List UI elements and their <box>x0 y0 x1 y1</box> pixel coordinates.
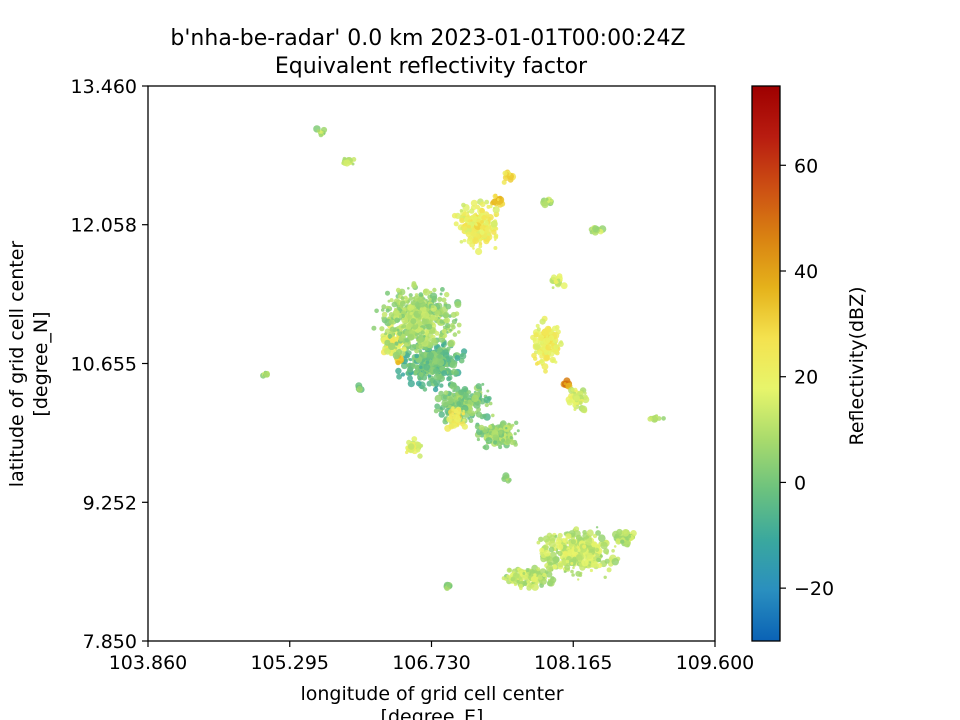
radar-echo-cell <box>588 225 607 236</box>
y-tick-label: 7.850 <box>83 631 137 653</box>
x-tick-label: 106.730 <box>392 652 471 674</box>
chart-title: b'nha-be-radar' 0.0 km 2023-01-01T00:00:… <box>170 26 685 51</box>
y-axis-label: latitude of grid cell center <box>6 241 28 488</box>
radar-echo-cell <box>549 273 568 290</box>
colorbar-tick-label: 0 <box>794 472 806 494</box>
y-tick-label: 10.655 <box>71 354 137 376</box>
y-axis-units: [degree_N] <box>30 311 52 416</box>
colorbar-ticks: −20 0 20 40 60 <box>780 155 834 600</box>
x-axis-label: longitude of grid cell center <box>300 683 563 705</box>
radar-echo-cell <box>612 528 637 548</box>
y-tick-label: 9.252 <box>83 492 137 514</box>
radar-echo-cell <box>501 472 512 484</box>
radar-echo-cell <box>260 370 270 379</box>
radar-echo-cell <box>444 406 468 432</box>
x-tick-label: 108.165 <box>534 652 613 674</box>
colorbar-label: Reflectivity(dBZ) <box>846 286 868 445</box>
x-axis-units: [degree_E] <box>381 706 484 720</box>
radar-echo-cell <box>489 193 506 208</box>
radar-echo-cell <box>355 382 365 393</box>
radar-echo-cell <box>451 198 500 256</box>
colorbar <box>751 85 781 642</box>
x-tick-label: 105.295 <box>250 652 329 674</box>
radar-echo-cell <box>530 315 564 374</box>
radar-echo-cell <box>394 336 468 393</box>
y-tick-label: 13.460 <box>71 76 137 98</box>
colorbar-tick-label: 20 <box>794 367 818 389</box>
radar-echo-cell <box>501 564 557 591</box>
radar-echo-cell <box>443 581 453 591</box>
radar-echo-cell <box>560 377 573 390</box>
colorbar-tick-label: 40 <box>794 261 818 283</box>
radar-echo-cell <box>474 413 520 451</box>
y-axis-ticks: 7.850 9.252 10.655 12.058 13.460 <box>71 76 148 653</box>
colorbar-tick-label: 60 <box>794 155 818 177</box>
radar-echo-cell <box>341 156 357 167</box>
x-axis-ticks: 103.860 105.295 106.730 108.165 109.600 <box>109 641 755 674</box>
radar-echo-layer <box>260 125 666 591</box>
radar-echo-cell <box>540 196 554 209</box>
colorbar-tick-label: −20 <box>794 578 834 600</box>
radar-echo-cell <box>501 169 517 185</box>
radar-echo-cell <box>313 125 328 138</box>
radar-echo-cell <box>405 436 424 459</box>
radar-echo-cell <box>565 386 590 414</box>
radar-echo-cell <box>647 414 666 423</box>
radar-echo-cell <box>536 526 621 581</box>
chart-subtitle: Equivalent reflectivity factor <box>275 54 588 79</box>
x-tick-label: 103.860 <box>109 652 188 674</box>
radar-echo-cell <box>371 281 462 360</box>
y-tick-label: 12.058 <box>71 215 137 237</box>
x-tick-label: 109.600 <box>676 652 755 674</box>
